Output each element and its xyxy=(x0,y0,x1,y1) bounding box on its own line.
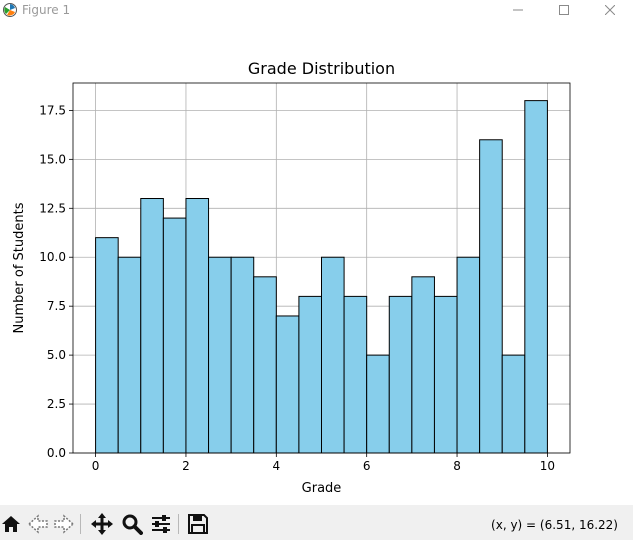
y-tick-label: 17.5 xyxy=(39,103,66,117)
x-tick-label: 8 xyxy=(453,459,461,473)
histogram-bar xyxy=(275,315,300,454)
histogram-bar xyxy=(366,354,390,454)
figure-canvas[interactable]: 0 2 4 6 8 10 0.0 2.5 5.0 7.5 10.0 12.5 15.0 17.5 Grade… xyxy=(0,20,633,505)
histogram-bar xyxy=(253,276,277,454)
histogram-bar xyxy=(343,295,368,454)
back-button[interactable] xyxy=(26,512,50,536)
histogram-bar xyxy=(479,139,503,454)
histogram-bar xyxy=(117,256,142,454)
x-tick-label: 10 xyxy=(540,459,555,473)
configure-subplots-button[interactable] xyxy=(149,512,173,536)
x-tick-label: 6 xyxy=(363,459,371,473)
navigation-toolbar: (x, y) = (6.51, 16.22) xyxy=(0,505,633,540)
cursor-coordinates: (x, y) = (6.51, 16.22) xyxy=(491,518,618,532)
chart-title: Grade Distribution xyxy=(248,59,395,78)
pan-button[interactable] xyxy=(90,512,114,536)
histogram-bar xyxy=(95,237,119,454)
window-titlebar: Figure 1 xyxy=(0,0,633,20)
minimize-icon xyxy=(513,9,523,11)
histogram-chart: 0 2 4 6 8 10 0.0 2.5 5.0 7.5 10.0 12.5 15.0 17.5 Grade… xyxy=(12,59,571,496)
configure-subplots-icon xyxy=(152,515,170,533)
toolbar-separator xyxy=(178,514,179,534)
zoom-icon xyxy=(122,514,143,535)
y-axis-label: Number of Students xyxy=(12,202,27,333)
y-tick-label: 10.0 xyxy=(39,250,66,264)
histogram-bar xyxy=(162,217,187,454)
matplotlib-logo-icon xyxy=(2,2,18,18)
window-title: Figure 1 xyxy=(22,3,71,17)
histogram-bar xyxy=(456,256,481,454)
histogram-bar xyxy=(411,276,435,454)
back-icon xyxy=(27,514,48,534)
close-icon xyxy=(605,5,615,15)
toolbar-separator xyxy=(80,514,81,534)
y-tick-label: 15.0 xyxy=(39,152,66,166)
home-button[interactable] xyxy=(0,512,23,536)
y-tick-label: 7.5 xyxy=(47,299,66,313)
y-tick-label: 5.0 xyxy=(47,348,66,362)
histogram-bar xyxy=(140,198,164,454)
pan-icon xyxy=(91,513,113,535)
histogram-bar xyxy=(185,198,210,454)
x-axis-label: Grade xyxy=(302,481,342,496)
histogram-bar xyxy=(433,295,458,454)
histogram-bar xyxy=(501,354,526,454)
histogram-bar xyxy=(230,256,255,454)
forward-icon xyxy=(54,514,75,534)
x-tick-label: 2 xyxy=(182,459,190,473)
save-button[interactable] xyxy=(186,512,210,536)
home-icon xyxy=(2,516,20,532)
maximize-icon xyxy=(559,5,569,15)
close-button[interactable] xyxy=(587,0,633,20)
histogram-bar xyxy=(298,295,322,454)
save-icon xyxy=(188,514,208,534)
histogram-bar xyxy=(524,100,548,454)
maximize-button[interactable] xyxy=(541,0,587,20)
x-tick-label: 0 xyxy=(92,459,100,473)
minimize-button[interactable] xyxy=(495,0,541,20)
x-tick-label: 4 xyxy=(272,459,280,473)
y-tick-label: 12.5 xyxy=(39,201,66,215)
histogram-bar xyxy=(388,295,413,454)
y-tick-label: 0.0 xyxy=(47,446,66,460)
histogram-bar xyxy=(208,256,232,454)
y-tick-label: 2.5 xyxy=(47,397,66,411)
histogram-bar xyxy=(321,256,345,454)
forward-button[interactable] xyxy=(52,512,76,536)
zoom-button[interactable] xyxy=(120,512,144,536)
axes-frame xyxy=(72,82,571,454)
